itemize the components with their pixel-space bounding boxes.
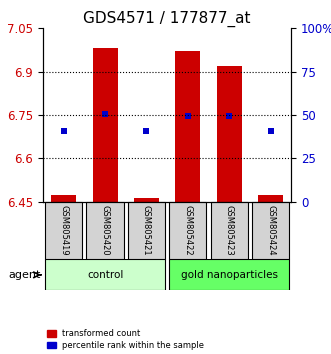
FancyBboxPatch shape: [45, 202, 82, 259]
Bar: [93, 48, 118, 202]
Legend: transformed count, percentile rank within the sample: transformed count, percentile rank withi…: [47, 329, 204, 350]
Bar: [258, 195, 283, 202]
Bar: [134, 198, 159, 202]
FancyBboxPatch shape: [169, 202, 207, 259]
Text: GSM805423: GSM805423: [225, 205, 234, 256]
Text: control: control: [87, 270, 123, 280]
Text: GSM805421: GSM805421: [142, 205, 151, 256]
FancyBboxPatch shape: [169, 259, 289, 290]
Text: GSM805419: GSM805419: [59, 205, 68, 256]
FancyBboxPatch shape: [45, 259, 165, 290]
FancyBboxPatch shape: [211, 202, 248, 259]
Bar: [175, 51, 200, 202]
Title: GDS4571 / 177877_at: GDS4571 / 177877_at: [83, 11, 251, 27]
FancyBboxPatch shape: [252, 202, 289, 259]
Bar: [51, 195, 76, 202]
Text: GSM805422: GSM805422: [183, 205, 192, 256]
Text: GSM805420: GSM805420: [101, 205, 110, 256]
FancyBboxPatch shape: [128, 202, 165, 259]
Text: agent: agent: [9, 270, 41, 280]
Text: gold nanoparticles: gold nanoparticles: [181, 270, 278, 280]
Text: GSM805424: GSM805424: [266, 205, 275, 256]
Bar: [217, 67, 242, 202]
FancyBboxPatch shape: [86, 202, 124, 259]
